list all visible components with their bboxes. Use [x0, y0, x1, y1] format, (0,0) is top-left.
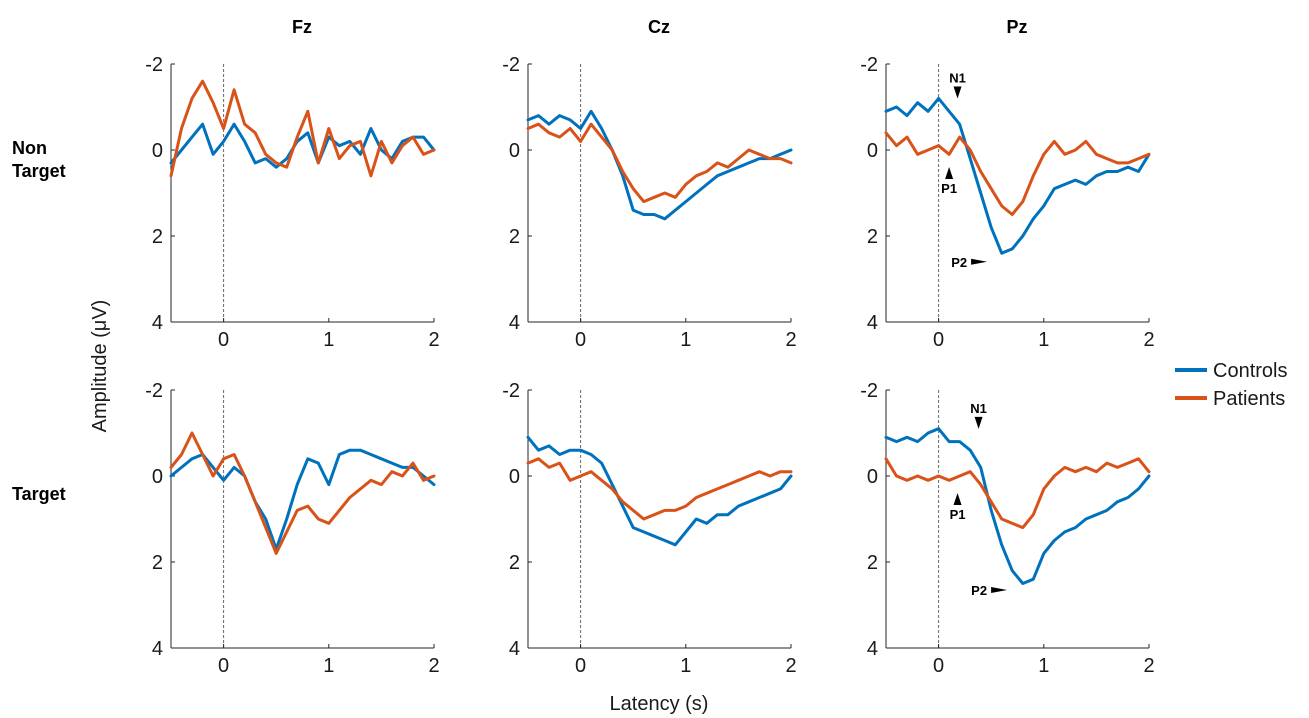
- annotation-arrow: [971, 258, 988, 265]
- y-axis-label: Amplitude (μV): [89, 300, 111, 433]
- x-tick-label: 0: [933, 329, 944, 351]
- column-title-cz: Cz: [648, 17, 670, 37]
- row-label-nontarget-line2: Target: [12, 161, 66, 181]
- x-axis-label: Latency (s): [610, 693, 709, 715]
- y-tick-label: 4: [867, 312, 878, 334]
- y-tick-label: 2: [867, 552, 878, 574]
- panel-target-pz: -2 0 2 4 0 1 2: [860, 380, 1154, 677]
- x-tick-label: 1: [1038, 329, 1049, 351]
- y-tick-label: -2: [502, 54, 520, 76]
- annotation-label: P1: [950, 507, 966, 522]
- y-tick-label: 4: [152, 638, 163, 660]
- series-line-patients: [169, 431, 436, 555]
- y-tick-label: 0: [152, 466, 163, 488]
- annotation-label: N1: [970, 401, 987, 416]
- annotation-arrow: [953, 493, 962, 506]
- legend: Controls Patients: [1175, 360, 1287, 410]
- annotation-label: P1: [941, 181, 957, 196]
- y-tick-label: -2: [860, 380, 878, 402]
- x-tick-label: 2: [785, 329, 796, 351]
- y-tick-label: 0: [867, 140, 878, 162]
- peak-annotation-n1: N1: [949, 71, 966, 99]
- series-line-controls: [526, 435, 793, 547]
- y-tick-label: 2: [509, 552, 520, 574]
- annotation-arrow: [974, 416, 983, 429]
- series-line-patients: [169, 79, 436, 178]
- x-tick-label: 1: [1038, 655, 1049, 677]
- x-tick-label: 2: [1143, 329, 1154, 351]
- x-tick-label: 0: [575, 655, 586, 677]
- legend-label-controls: Controls: [1213, 360, 1287, 382]
- x-tick-label: 1: [680, 329, 691, 351]
- column-title-fz: Fz: [292, 17, 312, 37]
- x-tick-label: 2: [1143, 655, 1154, 677]
- y-tick-label: 0: [509, 466, 520, 488]
- y-tick-label: 0: [867, 466, 878, 488]
- row-label-target: Target: [12, 484, 66, 504]
- y-tick-label: -2: [145, 380, 163, 402]
- y-tick-label: 4: [152, 312, 163, 334]
- annotation-label: P2: [951, 255, 967, 270]
- panel-target-fz: -2 0 2 4 0 1 2: [145, 380, 439, 677]
- panel-non-fz: -2 0 2 4 0 1 2: [145, 54, 439, 351]
- y-tick-label: 2: [152, 552, 163, 574]
- panels: -2 0 2 4 0 1 2 -2 0 2 4 0 1 2 -2 0 2 4 0 1 2 -2 0 2 4 0 1 2 -2 0 2 4 0 1 2…: [145, 54, 1154, 677]
- x-tick-label: 1: [323, 329, 334, 351]
- series-line-controls: [884, 96, 1151, 255]
- y-tick-label: 0: [152, 140, 163, 162]
- y-tick-label: 2: [867, 226, 878, 248]
- panel-target-cz: -2 0 2 4 0 1 2: [502, 380, 796, 677]
- y-tick-label: 2: [152, 226, 163, 248]
- x-tick-label: 1: [680, 655, 691, 677]
- x-tick-label: 0: [218, 655, 229, 677]
- series-line-patients: [526, 122, 793, 204]
- series-line-patients: [884, 131, 1151, 216]
- series-line-patients: [884, 457, 1151, 530]
- y-tick-label: 4: [509, 312, 520, 334]
- annotation-label: P2: [971, 583, 987, 598]
- series-line-controls: [526, 109, 793, 221]
- x-tick-label: 0: [933, 655, 944, 677]
- series-line-controls: [884, 427, 1151, 585]
- y-tick-label: 4: [867, 638, 878, 660]
- peak-annotation-p1: P1: [950, 493, 966, 522]
- peak-annotation-n1: N1: [970, 401, 987, 429]
- x-tick-label: 2: [785, 655, 796, 677]
- y-tick-label: 0: [509, 140, 520, 162]
- x-tick-label: 0: [218, 329, 229, 351]
- y-tick-label: -2: [860, 54, 878, 76]
- column-title-pz: Pz: [1006, 17, 1027, 37]
- peak-annotation-p2: P2: [951, 255, 988, 270]
- x-tick-label: 0: [575, 329, 586, 351]
- annotation-label: N1: [949, 71, 966, 86]
- panel-non-cz: -2 0 2 4 0 1 2: [502, 54, 796, 351]
- series-line-patients: [526, 457, 793, 521]
- peak-annotation-p2: P2: [971, 583, 1008, 598]
- annotation-arrow: [945, 167, 954, 180]
- x-tick-label: 2: [428, 329, 439, 351]
- y-tick-label: -2: [145, 54, 163, 76]
- row-label-nontarget-line1: Non: [12, 138, 47, 158]
- y-tick-label: -2: [502, 380, 520, 402]
- x-tick-label: 1: [323, 655, 334, 677]
- panel-non-pz: -2 0 2 4 0 1 2: [860, 54, 1154, 351]
- annotation-arrow: [953, 86, 962, 99]
- y-tick-label: 4: [509, 638, 520, 660]
- peak-annotation-p1: P1: [941, 167, 957, 196]
- x-tick-label: 2: [428, 655, 439, 677]
- legend-label-patients: Patients: [1213, 388, 1285, 410]
- y-tick-label: 2: [509, 226, 520, 248]
- annotation-arrow: [991, 586, 1008, 593]
- series-line-controls: [169, 448, 436, 551]
